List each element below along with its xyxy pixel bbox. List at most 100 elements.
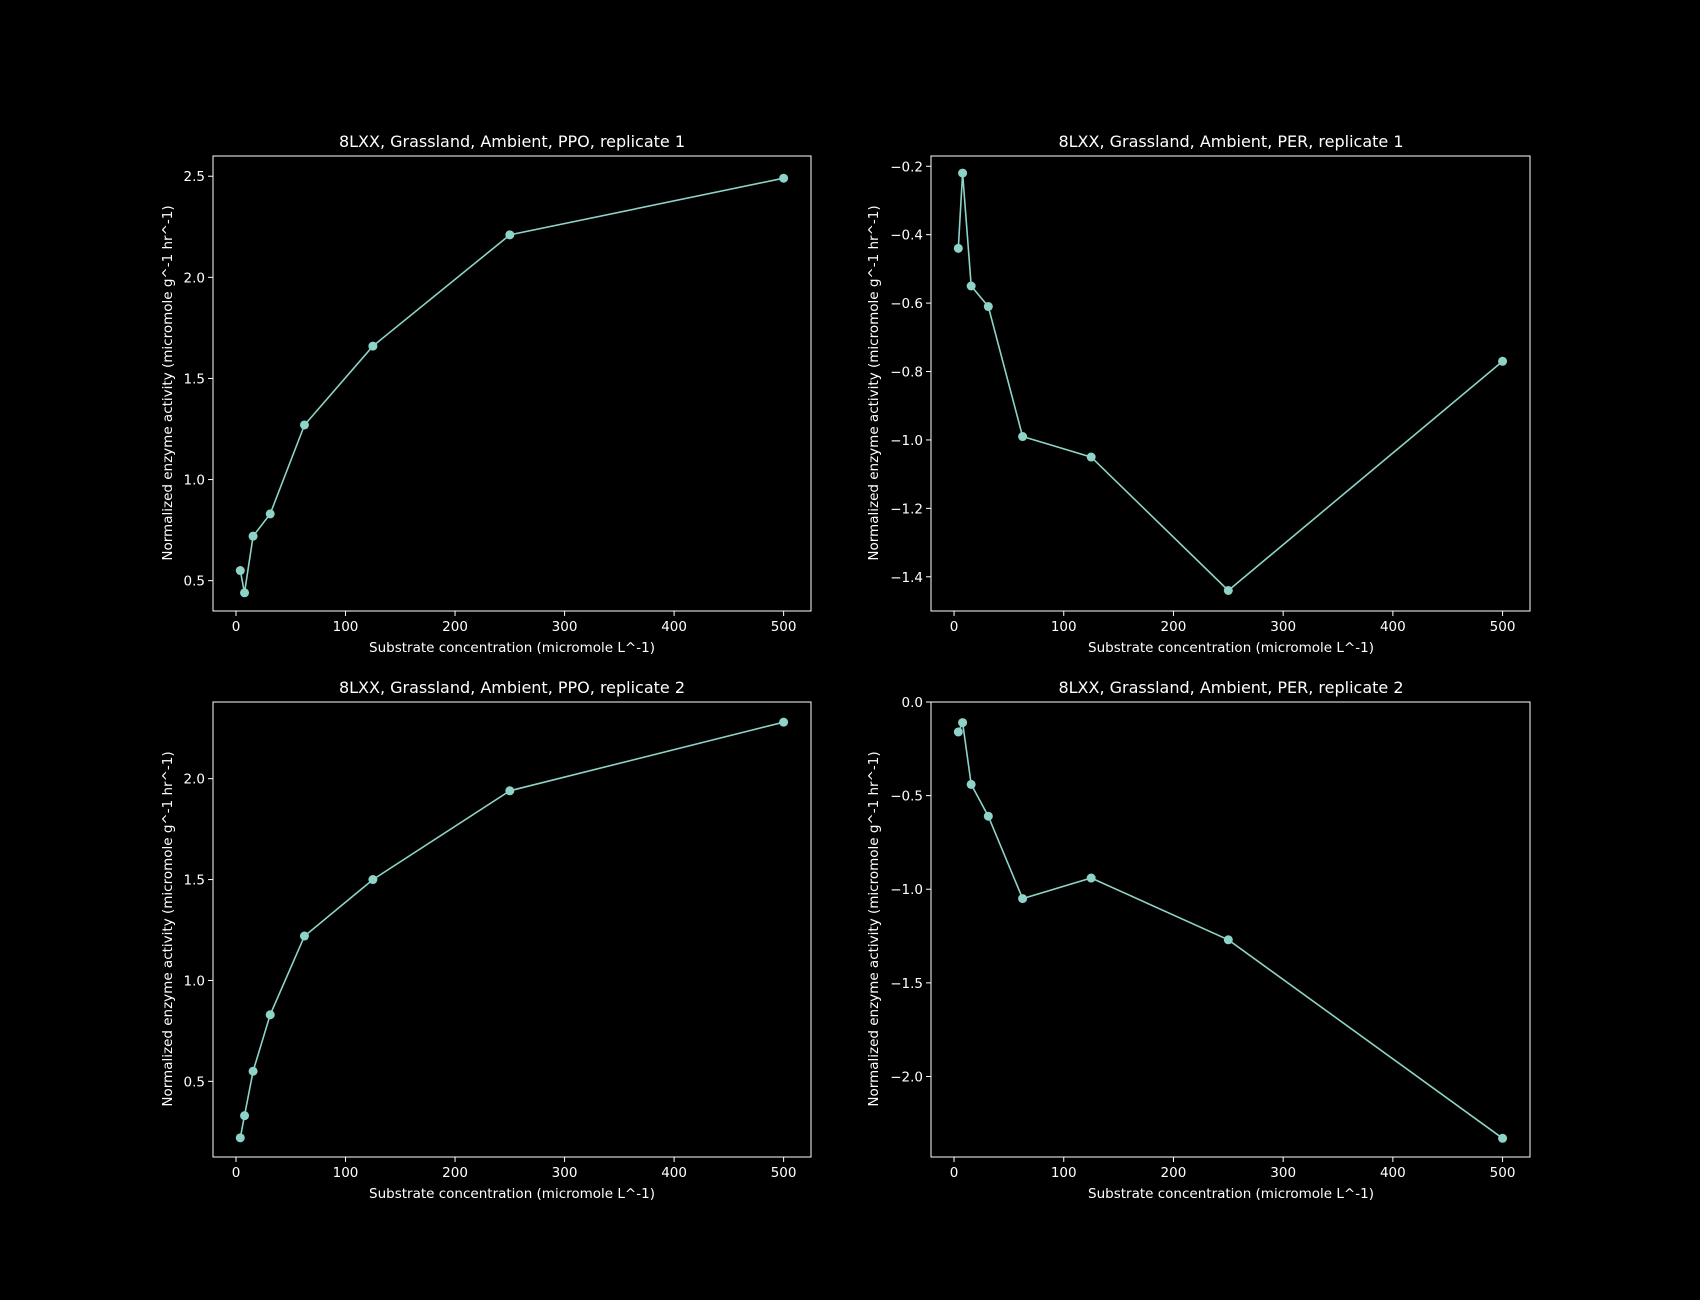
data-point <box>368 875 378 885</box>
y-tick-label: −0.2 <box>890 159 923 175</box>
data-point <box>1223 585 1233 595</box>
y-tick-label: 1.0 <box>184 473 205 489</box>
x-tick-label: 500 <box>771 1165 797 1181</box>
data-point <box>1498 1133 1508 1143</box>
subplot-per-replicate-2: 8LXX, Grassland, Ambient, PER, replicate… <box>866 678 1531 1202</box>
data-point <box>1086 873 1096 883</box>
subplot-ppo-replicate-2: 8LXX, Grassland, Ambient, PPO, replicate… <box>160 678 812 1202</box>
y-tick-label: −0.5 <box>890 789 923 805</box>
data-point <box>248 1066 258 1076</box>
y-axis-label: Normalized enzyme activity (micromole g^… <box>866 205 882 560</box>
x-tick-label: 200 <box>442 1165 468 1181</box>
x-tick-label: 400 <box>1380 1165 1406 1181</box>
x-axis-label: Substrate concentration (micromole L^-1) <box>1088 1186 1374 1202</box>
data-point <box>1498 356 1508 366</box>
x-tick-label: 500 <box>1490 619 1516 635</box>
data-point <box>240 1111 250 1121</box>
series-line <box>239 721 784 1138</box>
y-tick-label: −1.5 <box>890 976 923 992</box>
y-tick-label: 0.5 <box>184 1074 205 1090</box>
data-point <box>1086 452 1096 462</box>
data-point <box>235 566 245 576</box>
data-point <box>265 1010 275 1020</box>
x-tick-label: 400 <box>661 1165 687 1181</box>
x-tick-label: 300 <box>552 619 578 635</box>
axes-frame <box>212 155 812 612</box>
x-axis-label: Substrate concentration (micromole L^-1) <box>369 1186 655 1202</box>
y-tick-label: −1.0 <box>890 882 923 898</box>
chart-title: 8LXX, Grassland, Ambient, PER, replicate… <box>1058 678 1403 697</box>
axes-frame <box>212 701 812 1158</box>
y-tick-label: 1.5 <box>184 873 205 889</box>
data-point <box>983 302 993 312</box>
y-tick-label: −0.6 <box>890 296 923 312</box>
data-point <box>779 717 789 727</box>
x-axis-label: Substrate concentration (micromole L^-1) <box>369 640 655 656</box>
x-tick-label: 500 <box>1490 1165 1516 1181</box>
x-tick-label: 0 <box>232 1165 241 1181</box>
y-tick-label: −2.0 <box>890 1069 923 1085</box>
data-point <box>368 341 378 351</box>
x-tick-label: 0 <box>950 1165 959 1181</box>
x-tick-label: 300 <box>1270 1165 1296 1181</box>
series-line <box>957 719 1504 1139</box>
data-point <box>958 718 968 728</box>
data-point <box>265 509 275 519</box>
subplot-per-replicate-1: 8LXX, Grassland, Ambient, PER, replicate… <box>866 132 1531 656</box>
x-tick-label: 200 <box>1161 1165 1187 1181</box>
x-tick-label: 100 <box>333 619 359 635</box>
x-axis-label: Substrate concentration (micromole L^-1) <box>1088 640 1374 656</box>
x-tick-label: 300 <box>552 1165 578 1181</box>
y-tick-label: 2.5 <box>184 169 205 185</box>
data-point <box>983 811 993 821</box>
data-point <box>505 230 515 240</box>
data-point <box>248 531 258 541</box>
y-tick-label: −1.4 <box>890 570 923 586</box>
chart-title: 8LXX, Grassland, Ambient, PER, replicate… <box>1058 132 1403 151</box>
data-point <box>235 1133 245 1143</box>
y-axis-label: Normalized enzyme activity (micromole g^… <box>160 205 176 560</box>
x-tick-label: 100 <box>1051 619 1077 635</box>
series-line <box>957 173 1504 592</box>
y-tick-label: 1.5 <box>184 371 205 387</box>
x-tick-label: 400 <box>661 619 687 635</box>
data-point <box>299 931 309 941</box>
y-tick-label: 1.0 <box>184 973 205 989</box>
y-tick-label: 2.0 <box>184 772 205 788</box>
data-point <box>240 588 250 598</box>
axes-frame <box>930 701 1531 1158</box>
data-point <box>1223 935 1233 945</box>
subplot-ppo-replicate-1: 8LXX, Grassland, Ambient, PPO, replicate… <box>160 132 812 656</box>
axes-frame <box>930 155 1531 612</box>
x-tick-label: 100 <box>1051 1165 1077 1181</box>
data-point <box>966 779 976 789</box>
y-tick-label: 2.0 <box>184 270 205 286</box>
x-tick-label: 500 <box>771 619 797 635</box>
y-tick-label: −0.4 <box>890 228 923 244</box>
series-line <box>239 177 784 593</box>
y-tick-label: −1.2 <box>890 501 923 517</box>
x-tick-label: 300 <box>1270 619 1296 635</box>
data-point <box>505 786 515 796</box>
y-tick-label: −1.0 <box>890 433 923 449</box>
data-point <box>958 168 968 178</box>
chart-title: 8LXX, Grassland, Ambient, PPO, replicate… <box>339 678 685 697</box>
data-point <box>953 727 963 737</box>
x-tick-label: 200 <box>1161 619 1187 635</box>
x-tick-label: 200 <box>442 619 468 635</box>
data-point <box>966 281 976 291</box>
x-tick-label: 400 <box>1380 619 1406 635</box>
data-point <box>299 420 309 430</box>
x-tick-label: 0 <box>232 619 241 635</box>
x-tick-label: 100 <box>333 1165 359 1181</box>
y-tick-label: −0.8 <box>890 365 923 381</box>
data-point <box>1018 432 1028 442</box>
y-axis-label: Normalized enzyme activity (micromole g^… <box>160 751 176 1106</box>
y-tick-label: 0.0 <box>902 695 923 711</box>
data-point <box>953 243 963 253</box>
y-tick-label: 0.5 <box>184 574 205 590</box>
x-tick-label: 0 <box>950 619 959 635</box>
data-point <box>1018 894 1028 904</box>
